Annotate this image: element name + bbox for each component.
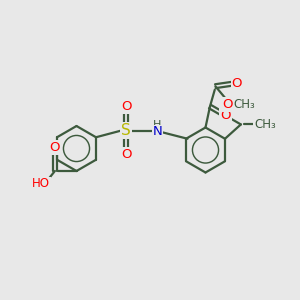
Text: O: O — [121, 148, 131, 161]
Text: O: O — [121, 100, 131, 113]
Text: HO: HO — [32, 177, 50, 190]
Text: O: O — [50, 141, 60, 154]
Text: H: H — [153, 120, 162, 130]
Text: N: N — [153, 125, 162, 139]
Text: S: S — [121, 123, 131, 138]
Text: O: O — [223, 98, 233, 111]
Text: CH₃: CH₃ — [254, 118, 276, 131]
Text: O: O — [232, 77, 242, 90]
Text: CH₃: CH₃ — [234, 98, 256, 111]
Text: O: O — [220, 109, 231, 122]
